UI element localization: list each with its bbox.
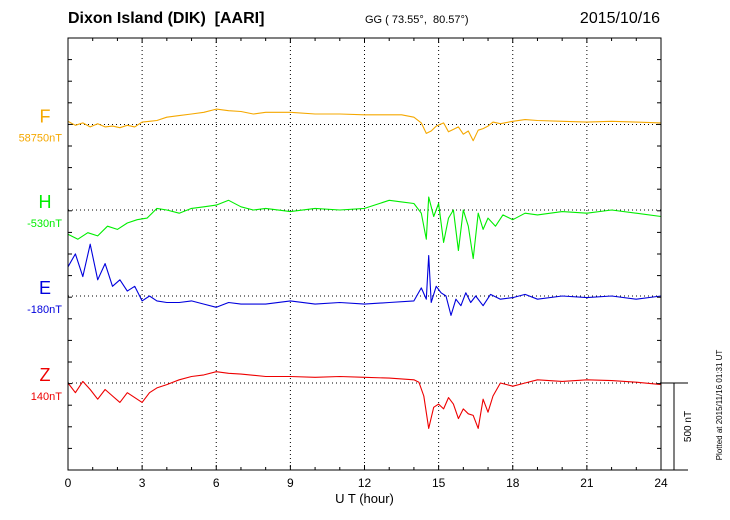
component-name-e: E (39, 278, 51, 298)
x-tick-label: 6 (213, 476, 220, 490)
x-tick-label: 9 (287, 476, 294, 490)
geographic-coordinates: GG ( 73.55°, 80.57°) (365, 14, 469, 26)
chart-date: 2015/10/16 (579, 10, 660, 27)
component-baseline-z: 140nT (31, 391, 62, 403)
scale-bar: 500 nT (661, 382, 694, 471)
series-layer (67, 108, 662, 429)
series-line-z (67, 371, 662, 429)
component-name-f: F (40, 107, 51, 127)
component-name-z: Z (40, 365, 51, 385)
x-tick-label: 18 (506, 476, 520, 490)
x-tick-label: 3 (139, 476, 146, 490)
x-axis-ticks (67, 38, 662, 470)
x-axis-label: U T (hour) (335, 491, 394, 506)
x-axis-tick-labels: 0 3 6 9 12 15 18 21 24 (65, 476, 668, 490)
plotted-timestamp: Plotted at 2015/11/16 01:31 UT (715, 350, 724, 461)
component-name-h: H (39, 192, 52, 212)
x-tick-label: 12 (358, 476, 372, 490)
series-line-e (67, 243, 662, 316)
x-tick-label: 0 (65, 476, 72, 490)
series-line-h (67, 196, 662, 260)
component-baseline-h: -530nT (27, 218, 62, 230)
component-labels: F 58750nT H -530nT E -180nT Z 140nT (19, 107, 63, 404)
scale-bar-label: 500 nT (683, 411, 694, 442)
component-baseline-e: -180nT (27, 304, 62, 316)
series-line-f (67, 108, 662, 142)
x-tick-label: 15 (432, 476, 446, 490)
component-baseline-f: 58750nT (19, 133, 63, 145)
grid (68, 38, 661, 470)
x-tick-label: 24 (654, 476, 668, 490)
chart-title: Dixon Island (DIK) [AARI] (68, 10, 265, 27)
x-tick-label: 21 (580, 476, 594, 490)
